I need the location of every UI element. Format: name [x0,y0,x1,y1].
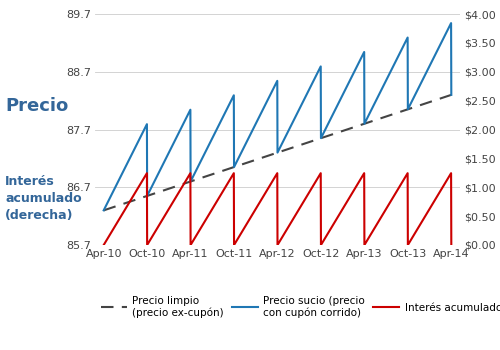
Text: Interés
acumulado
(derecha): Interés acumulado (derecha) [5,175,82,222]
Text: Precio: Precio [5,97,68,116]
Legend: Precio limpio
(precio ex-cupón), Precio sucio (precio
con cupón corrido), Interé: Precio limpio (precio ex-cupón), Precio … [96,292,500,322]
